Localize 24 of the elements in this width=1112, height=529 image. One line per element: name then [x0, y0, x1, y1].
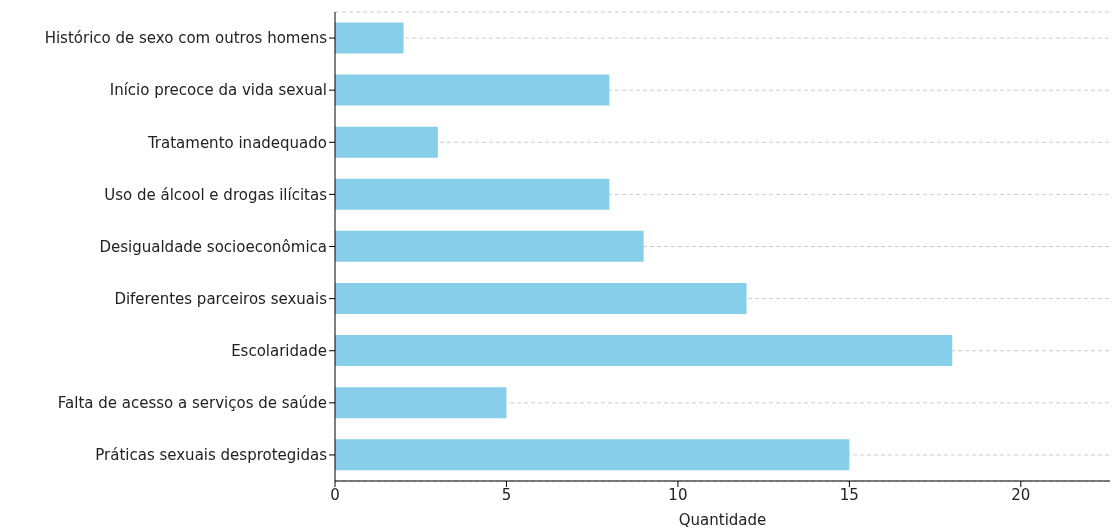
y-tick-label: Uso de álcool e drogas ilícitas [104, 185, 328, 204]
bar [335, 439, 850, 471]
bar [335, 126, 438, 158]
bar [335, 74, 610, 106]
bar [335, 335, 953, 367]
x-axis-title: Quantidade [678, 511, 767, 529]
y-tick-label: Início precoce da vida sexual [109, 81, 327, 100]
bar [335, 230, 644, 262]
bar [335, 22, 404, 54]
y-tick-label: Falta de acesso a serviços de saúde [57, 394, 327, 413]
bar [335, 282, 747, 314]
y-tick-label: Desigualdade socioeconômica [99, 237, 327, 256]
y-tick-label: Escolaridade [231, 342, 327, 361]
x-tick-label: 15 [839, 485, 859, 504]
bar [335, 178, 610, 210]
x-tick-label: 10 [668, 485, 688, 504]
y-tick-label: Tratamento inadequado [146, 133, 327, 152]
x-tick-label: 0 [330, 485, 340, 504]
y-tick-label: Diferentes parceiros sexuais [114, 289, 328, 308]
x-tick-label: 5 [501, 485, 512, 504]
x-tick-label: 20 [1011, 485, 1031, 504]
y-tick-label: Histórico de sexo com outros homens [44, 29, 328, 48]
bar [335, 387, 507, 419]
y-tick-label: Práticas sexuais desprotegidas [95, 446, 328, 465]
